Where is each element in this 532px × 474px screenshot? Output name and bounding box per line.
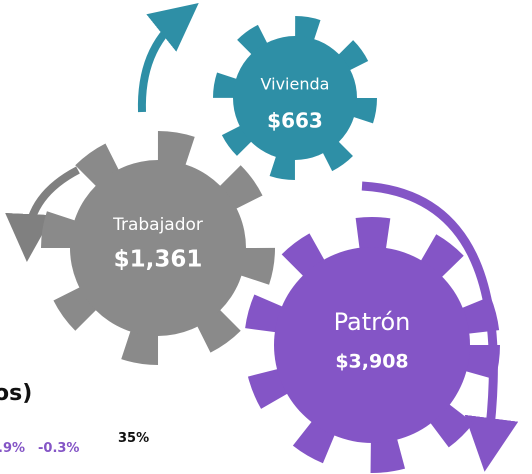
node-label: Patrón — [334, 308, 411, 336]
percent: .9% — [0, 441, 25, 456]
percent: 35% — [118, 431, 149, 446]
percent: -0.3% — [38, 441, 79, 456]
diagram: Vivienda $663 Trabajador $1,361 Patrón $… — [0, 0, 532, 474]
node-value: $3,908 — [335, 351, 408, 373]
node-label: Trabajador — [112, 215, 203, 235]
gear-patron — [262, 235, 482, 455]
arrow — [142, 18, 180, 112]
gear-vivienda — [225, 28, 365, 168]
cropped-heading: os) — [0, 381, 32, 406]
gear-body — [233, 36, 357, 160]
node-value: $663 — [267, 109, 323, 133]
gear-body — [274, 247, 470, 443]
node-label: Vivienda — [261, 75, 330, 94]
node-value: $1,361 — [114, 247, 203, 273]
